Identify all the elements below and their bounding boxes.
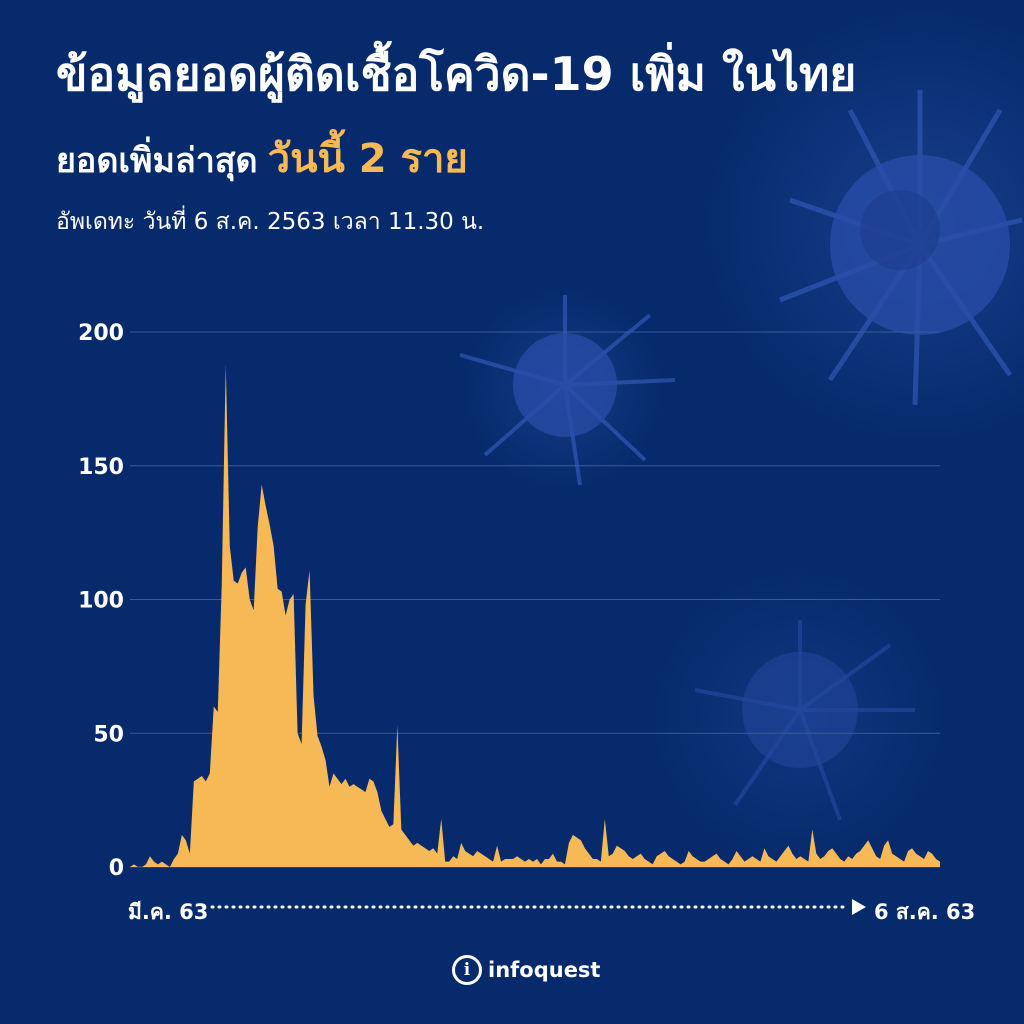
virus-illustration-medium <box>459 295 676 486</box>
update-timestamp: อัพเดทะ วันที่ 6 ส.ค. 2563 เวลา 11.30 น. <box>56 209 485 235</box>
page-title: ข้อมูลยอดผู้ติดเชื้อโควิด-19 เพิ่ม ในไทย <box>56 47 857 101</box>
y-tick-label: 50 <box>93 722 124 747</box>
y-tick-label: 100 <box>78 589 124 614</box>
subtitle: ยอดเพิ่มล่าสุด วันนี้ 2 ราย <box>56 126 468 190</box>
logo-text: infoquest <box>488 958 601 982</box>
subtitle-today-count: วันนี้ 2 ราย <box>267 136 468 182</box>
x-axis-end-label: 6 ส.ค. 63 <box>874 900 976 924</box>
y-tick-label: 0 <box>109 856 124 881</box>
x-axis-start-label: มี.ค. 63 <box>128 900 209 924</box>
y-tick-label: 150 <box>78 455 124 480</box>
subtitle-lead: ยอดเพิ่มล่าสุด <box>56 141 258 181</box>
infoquest-logo: i infoquest <box>452 955 600 985</box>
daily-cases-area <box>130 364 940 867</box>
virus-illustration-large <box>779 90 1023 406</box>
y-tick-label: 200 <box>78 321 124 346</box>
virus-illustration-small <box>694 620 915 821</box>
arrow-right-icon <box>852 899 866 915</box>
info-logo-icon: i <box>452 955 482 985</box>
